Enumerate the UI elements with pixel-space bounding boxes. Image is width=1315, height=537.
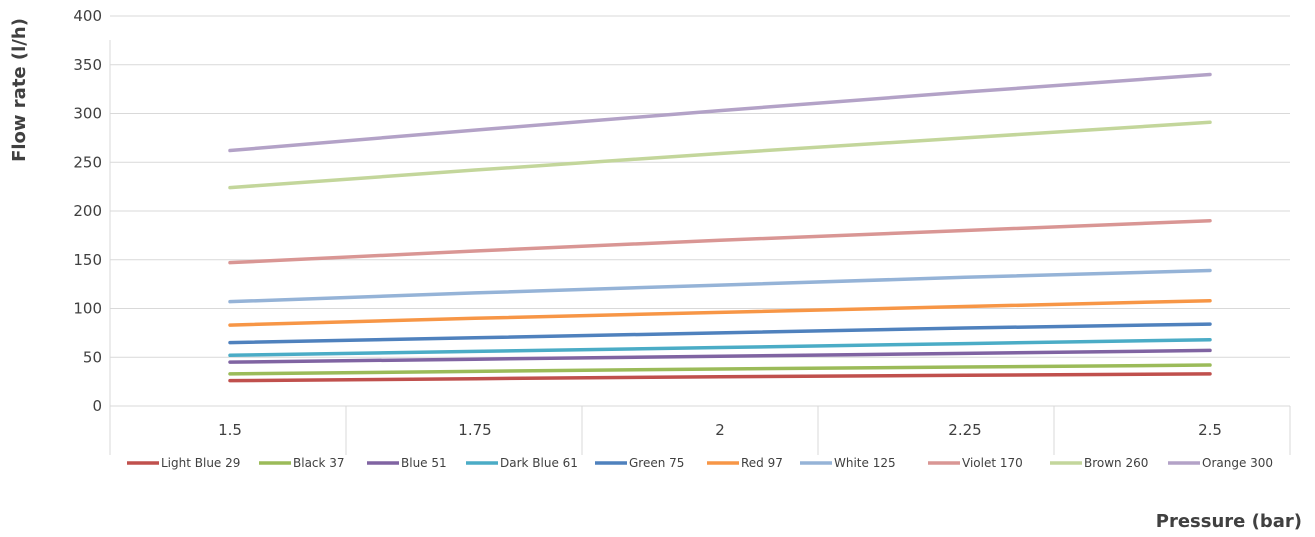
series-lines (228, 72, 1212, 383)
x-tick-label: 2.5 (1198, 421, 1222, 439)
legend-label: Light Blue 29 (161, 456, 240, 470)
x-tick-label: 1.5 (218, 421, 242, 439)
y-tick-label: 250 (73, 153, 102, 171)
series-line-white-125 (228, 268, 1212, 304)
y-tick-label: 50 (83, 348, 102, 366)
series-line-violet-170 (228, 219, 1212, 265)
y-tick-label: 0 (92, 397, 102, 415)
legend-label: Black 37 (293, 456, 345, 470)
legend-label: Green 75 (629, 456, 684, 470)
y-tick-label: 400 (73, 7, 102, 25)
series-line-green-75 (228, 322, 1212, 345)
x-axis-tick-labels: 1.5 1.75 2 2.25 2.5 (218, 421, 1222, 439)
legend-label: Orange 300 (1202, 456, 1273, 470)
y-tick-label: 150 (73, 251, 102, 269)
legend-label: Violet 170 (962, 456, 1023, 470)
y-axis-tick-labels: 0 50 100 150 200 250 300 350 400 (73, 7, 102, 415)
y-tick-label: 300 (73, 105, 102, 123)
y-tick-label: 200 (73, 202, 102, 220)
legend-label: Dark Blue 61 (500, 456, 578, 470)
grid-lines (109, 15, 1291, 455)
series-line-light-blue-29 (228, 372, 1212, 383)
series-line-dark-blue-61 (228, 337, 1212, 358)
series-line-red-97 (228, 298, 1212, 327)
series-line-orange-300 (228, 72, 1212, 153)
series-line-blue-51 (228, 348, 1212, 364)
y-tick-label: 350 (73, 56, 102, 74)
legend: Light Blue 29 Black 37 Blue 51 Dark Blue 61… (127, 456, 1273, 470)
y-axis-title: Flow rate (l/h) (9, 18, 30, 162)
legend-label: White 125 (834, 456, 896, 470)
y-tick-label: 100 (73, 300, 102, 318)
series-line-black-37 (228, 363, 1212, 376)
legend-label: Brown 260 (1084, 456, 1148, 470)
x-tick-label: 1.75 (458, 421, 491, 439)
x-tick-label: 2 (715, 421, 725, 439)
series-line-brown-260 (228, 120, 1212, 190)
x-tick-label: 2.25 (948, 421, 981, 439)
legend-label: Red 97 (741, 456, 783, 470)
legend-label: Blue 51 (401, 456, 447, 470)
x-axis-title: Pressure (bar) (1156, 511, 1302, 532)
